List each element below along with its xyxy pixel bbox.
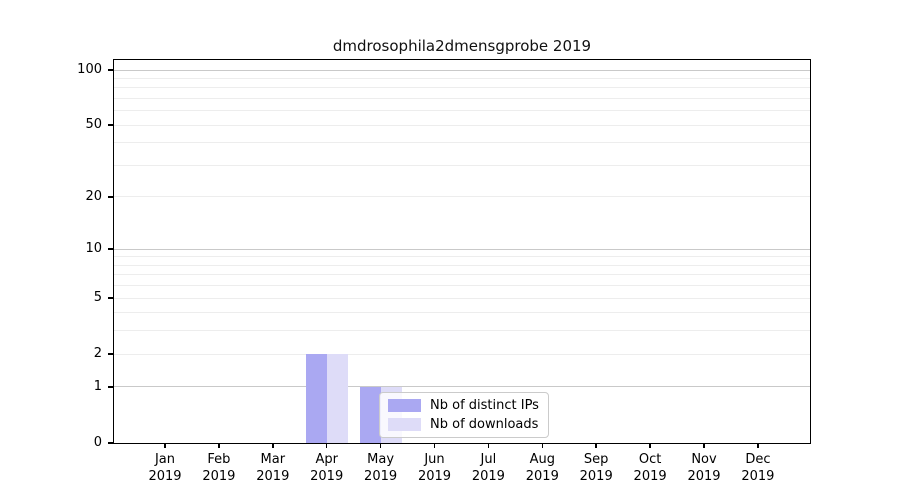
x-tick-year: 2019 bbox=[687, 469, 721, 484]
legend-row-distinct-ips: Nb of distinct IPs bbox=[388, 398, 539, 413]
bar-downloads bbox=[326, 354, 348, 443]
x-tick-label: Oct 2019 bbox=[620, 451, 680, 485]
x-tick-label: Mar 2019 bbox=[243, 451, 303, 485]
x-tick-label: Feb 2019 bbox=[189, 451, 249, 485]
y-gridline-minor bbox=[114, 312, 810, 314]
x-tick-year: 2019 bbox=[633, 469, 667, 484]
y-tick-label: 0 bbox=[93, 435, 102, 450]
y-gridline-minor bbox=[114, 142, 810, 144]
legend-swatch-downloads bbox=[388, 418, 421, 431]
x-tick bbox=[433, 443, 436, 448]
x-tick-month: May bbox=[367, 452, 395, 467]
x-tick-month: Nov bbox=[691, 452, 717, 467]
y-tick-label: 5 bbox=[93, 290, 102, 306]
x-tick-label: Jun 2019 bbox=[405, 451, 465, 485]
y-gridline-minor bbox=[114, 196, 810, 198]
plot-area: 0 1 2 5 10 20 50 100 Jan 2019 Feb 2019 Mar 2019 Apr 201… bbox=[77, 59, 811, 484]
x-tick-label: Apr 2019 bbox=[297, 451, 357, 485]
y-tick-label: 20 bbox=[85, 188, 102, 204]
y-gridline-major bbox=[114, 248, 810, 250]
x-tick-month: Aug bbox=[529, 452, 555, 467]
x-tick bbox=[649, 443, 651, 448]
y-tick-label: 1 bbox=[93, 378, 102, 394]
x-tick-month: Jan bbox=[154, 452, 176, 467]
x-tick bbox=[541, 443, 544, 448]
y-tick bbox=[108, 442, 113, 444]
x-tick-label: Jul 2019 bbox=[458, 451, 518, 485]
y-tick-label: 100 bbox=[77, 62, 102, 77]
y-tick bbox=[108, 297, 113, 299]
x-tick-month: Oct bbox=[638, 452, 662, 467]
x-tick-year: 2019 bbox=[579, 469, 613, 484]
y-gridline-minor bbox=[114, 274, 810, 276]
x-tick-month: Jun bbox=[424, 452, 445, 467]
chart-title: dmdrosophila2dmensgprobe 2019 bbox=[332, 37, 592, 55]
y-gridline-minor bbox=[114, 110, 810, 112]
y-gridline-minor bbox=[114, 297, 810, 299]
x-tick-year: 2019 bbox=[202, 469, 236, 484]
y-gridline-minor bbox=[114, 330, 810, 332]
y-gridline-major bbox=[114, 69, 810, 71]
legend-row-downloads: Nb of downloads bbox=[388, 417, 539, 432]
x-tick-label: Dec 2019 bbox=[728, 451, 788, 485]
y-gridline-minor bbox=[114, 285, 810, 287]
x-tick-label: May 2019 bbox=[351, 451, 411, 485]
y-tick bbox=[108, 196, 113, 198]
x-tick-month: Feb bbox=[207, 452, 231, 467]
bar-distinct-ips bbox=[305, 354, 327, 443]
x-tick-label: Jan 2019 bbox=[135, 451, 195, 485]
x-tick bbox=[595, 443, 597, 448]
y-gridline-minor bbox=[114, 124, 810, 126]
y-tick-label: 2 bbox=[93, 346, 102, 362]
y-gridline-minor bbox=[114, 256, 810, 258]
legend-swatch-distinct-ips bbox=[388, 399, 421, 412]
y-gridline-major bbox=[114, 386, 810, 388]
x-tick bbox=[325, 443, 328, 448]
x-tick bbox=[379, 443, 382, 448]
x-tick-label: Aug 2019 bbox=[512, 451, 572, 485]
y-tick bbox=[108, 248, 113, 250]
legend: Nb of distinct IPs Nb of downloads bbox=[379, 392, 549, 438]
x-tick-year: 2019 bbox=[310, 469, 344, 484]
x-tick-label: Nov 2019 bbox=[674, 451, 734, 485]
x-tick bbox=[757, 443, 759, 448]
legend-label-distinct-ips: Nb of distinct IPs bbox=[430, 398, 539, 413]
x-tick bbox=[487, 443, 490, 448]
y-gridline-minor bbox=[114, 97, 810, 99]
y-gridline-minor bbox=[114, 264, 810, 266]
y-tick bbox=[108, 353, 113, 355]
y-tick bbox=[108, 386, 113, 388]
y-gridline-minor bbox=[114, 87, 810, 89]
y-gridline-minor bbox=[114, 164, 810, 166]
x-tick-month: Sep bbox=[583, 452, 609, 467]
y-tick-label: 10 bbox=[85, 241, 102, 257]
bar-distinct-ips bbox=[359, 386, 381, 443]
x-tick-month: Jul bbox=[480, 452, 497, 467]
x-tick-month: Dec bbox=[745, 452, 771, 467]
y-gridline-minor bbox=[114, 77, 810, 79]
x-tick-year: 2019 bbox=[741, 469, 775, 484]
x-tick-year: 2019 bbox=[417, 469, 452, 484]
y-tick bbox=[108, 69, 113, 71]
x-tick-month: Mar bbox=[260, 452, 286, 467]
x-tick bbox=[703, 443, 705, 448]
x-tick-year: 2019 bbox=[471, 469, 505, 484]
x-tick-year: 2019 bbox=[148, 469, 182, 484]
y-gridline-minor bbox=[114, 353, 810, 355]
legend-label-downloads: Nb of downloads bbox=[430, 417, 539, 432]
x-tick bbox=[272, 443, 274, 448]
x-tick bbox=[164, 443, 166, 448]
y-tick bbox=[108, 124, 113, 126]
y-tick-label: 50 bbox=[85, 117, 102, 133]
x-tick-month: Apr bbox=[315, 452, 338, 467]
x-tick-year: 2019 bbox=[364, 469, 398, 484]
x-tick-year: 2019 bbox=[525, 469, 559, 484]
x-tick-label: Sep 2019 bbox=[566, 451, 626, 485]
x-tick-year: 2019 bbox=[256, 469, 290, 484]
x-tick bbox=[218, 443, 220, 448]
